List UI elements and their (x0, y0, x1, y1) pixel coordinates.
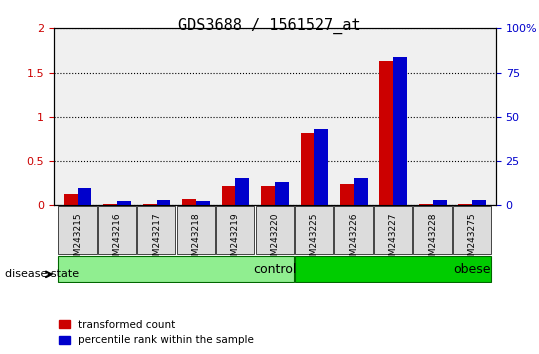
Bar (340, 184, 354, 205)
FancyBboxPatch shape (413, 206, 452, 255)
FancyBboxPatch shape (374, 206, 412, 255)
Bar (393, 57, 407, 205)
Bar (222, 186, 236, 205)
Text: GSM243218: GSM243218 (191, 213, 201, 267)
FancyBboxPatch shape (453, 206, 491, 255)
Bar (472, 200, 486, 205)
Text: GSM243226: GSM243226 (349, 213, 358, 267)
Bar (182, 199, 196, 205)
Bar (117, 201, 131, 205)
Legend: transformed count, percentile rank within the sample: transformed count, percentile rank withi… (59, 320, 254, 345)
Bar (275, 182, 289, 205)
FancyBboxPatch shape (255, 206, 294, 255)
Text: obese: obese (453, 263, 491, 275)
FancyBboxPatch shape (216, 206, 254, 255)
Bar (196, 201, 210, 205)
Bar (301, 133, 314, 205)
Bar (64, 194, 78, 205)
Bar (78, 188, 92, 205)
Text: GSM243225: GSM243225 (310, 213, 319, 267)
Text: control: control (253, 263, 296, 275)
Bar (419, 204, 433, 205)
Text: disease state: disease state (5, 269, 80, 279)
FancyBboxPatch shape (98, 206, 136, 255)
Bar (433, 200, 446, 205)
Text: GSM243219: GSM243219 (231, 213, 240, 267)
Text: GSM243228: GSM243228 (429, 213, 437, 267)
Bar (103, 204, 117, 205)
Bar (143, 204, 156, 205)
Bar (458, 204, 472, 205)
Bar (156, 200, 170, 205)
Bar (236, 178, 249, 205)
Bar (314, 129, 328, 205)
FancyBboxPatch shape (58, 206, 96, 255)
Bar (354, 178, 368, 205)
Text: GDS3688 / 1561527_at: GDS3688 / 1561527_at (178, 18, 361, 34)
FancyBboxPatch shape (295, 206, 333, 255)
FancyBboxPatch shape (177, 206, 215, 255)
Text: GSM243215: GSM243215 (73, 213, 82, 267)
Bar (261, 186, 275, 205)
Text: GSM243217: GSM243217 (152, 213, 161, 267)
Text: GSM243220: GSM243220 (271, 213, 279, 267)
FancyBboxPatch shape (335, 206, 373, 255)
Text: GSM243216: GSM243216 (113, 213, 121, 267)
Bar (379, 61, 393, 205)
FancyBboxPatch shape (137, 206, 175, 255)
Text: GSM243275: GSM243275 (468, 213, 476, 267)
Text: GSM243227: GSM243227 (389, 213, 398, 267)
FancyBboxPatch shape (58, 256, 294, 282)
FancyBboxPatch shape (295, 256, 491, 282)
